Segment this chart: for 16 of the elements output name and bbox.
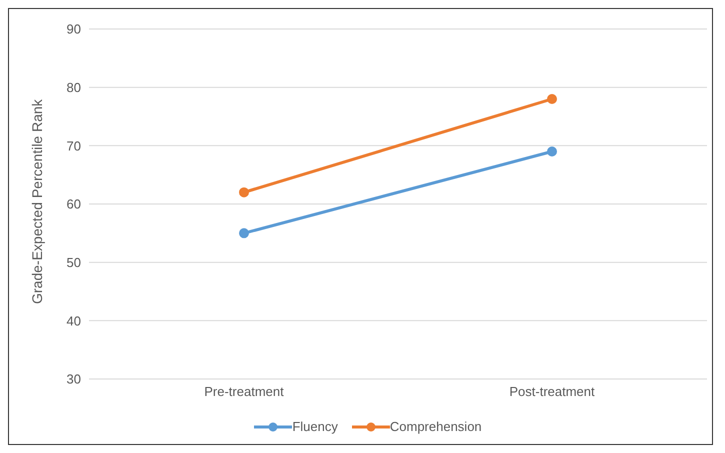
y-tick-label: 60 (66, 196, 81, 212)
point (239, 228, 249, 238)
x-tick-label: Post-treatment (509, 384, 596, 400)
point (547, 146, 557, 156)
y-tick-label: 90 (66, 22, 81, 37)
y-tick-label: 80 (66, 80, 81, 95)
point (239, 187, 249, 198)
legend-label: Comprehension (390, 419, 482, 434)
y-tick-label: 70 (66, 138, 81, 154)
legend-label: Fluency (292, 419, 338, 434)
y-tick-label: 30 (66, 372, 81, 387)
y-axis-title: Grade-Expected Percentile Rank (28, 98, 45, 304)
y-tick-label: 50 (66, 254, 81, 270)
point (547, 94, 557, 104)
y-tick-label: 40 (66, 313, 81, 328)
x-tick-label: Pre-treatment (204, 384, 284, 400)
